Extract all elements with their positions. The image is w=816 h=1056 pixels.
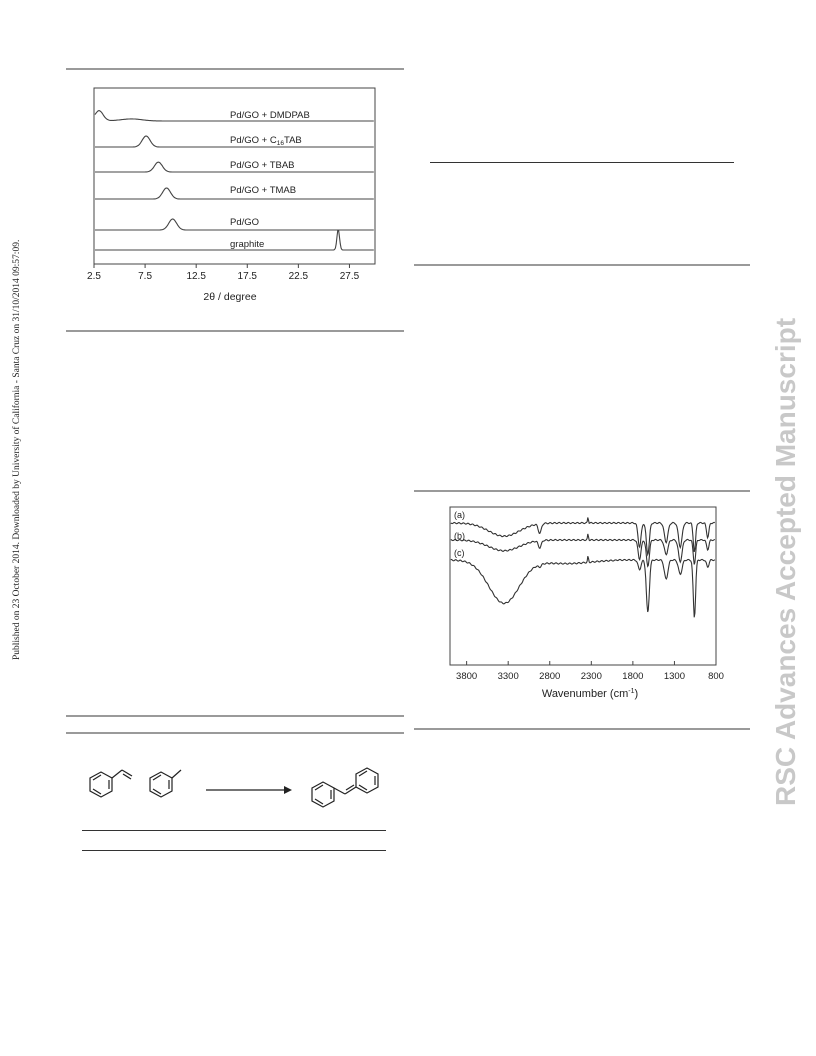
xrd-series-line <box>94 110 374 122</box>
xrd-series-line <box>95 187 374 200</box>
xrd-label-c16-sub: 16 <box>277 140 285 147</box>
ftir-series-line <box>450 533 716 568</box>
xrd-label-c16-tail: TAB <box>284 135 302 146</box>
xrd-label-tbab: Pd/GO + TBAB <box>230 160 295 171</box>
rule-left-lower-1 <box>66 715 404 717</box>
ftir-x-tick-label: 1800 <box>622 671 643 682</box>
xrd-ticks-group: 2.5 7.5 12.5 17.5 22.5 27.5 <box>87 264 360 282</box>
xrd-x-axis-label: 2θ / degree <box>203 291 256 303</box>
ftir-series-group <box>450 517 716 618</box>
ftir-x-tick-label: 3800 <box>456 671 477 682</box>
side-note-text: Published on 23 October 2014. Downloaded… <box>12 239 22 660</box>
xrd-series-line <box>95 161 374 173</box>
ftir-chart: 3800 3300 2800 2300 1800 1300 800 (a) (b) (c) … <box>449 506 724 700</box>
ftir-ticks-group: 3800 3300 2800 2300 1800 1300 800 <box>456 661 724 682</box>
rule-left-top <box>66 68 404 70</box>
reaction-scheme <box>89 767 379 808</box>
ftir-x-tick-label: 2800 <box>539 671 560 682</box>
xrd-x-tick-label: 17.5 <box>238 271 258 282</box>
xrd-x-tick-label: 27.5 <box>340 271 360 282</box>
ftir-x-tick-label: 3300 <box>498 671 519 682</box>
xrd-series-line <box>95 135 374 148</box>
ftir-x-tick-label: 2300 <box>581 671 602 682</box>
ftir-x-tick-label: 800 <box>708 671 724 682</box>
styrene-structure <box>89 769 133 798</box>
ftir-x-tick-label: 1300 <box>664 671 685 682</box>
xrd-x-tick-label: 7.5 <box>138 271 152 282</box>
rule-right-3 <box>414 728 750 730</box>
xrd-series-group <box>94 110 374 251</box>
ftir-x-axis-label: Wavenumber (cm-1) <box>542 688 638 700</box>
xrd-label-pdgo: Pd/GO <box>230 217 259 228</box>
ftir-xlabel-main: Wavenumber (cm <box>542 688 628 700</box>
xrd-series-line <box>95 229 374 251</box>
rule-right-table <box>430 162 734 163</box>
ftir-xlabel-sup: -1 <box>628 688 634 695</box>
rule-left-mid <box>66 330 404 332</box>
xrd-series-line <box>95 218 374 231</box>
accepted-manuscript-watermark: RSC Advances Accepted Manuscript <box>770 240 810 810</box>
ftir-xlabel-tail: ) <box>634 688 638 700</box>
ftir-label-b: (b) <box>454 531 465 541</box>
xrd-x-tick-label: 2.5 <box>87 271 101 282</box>
xrd-label-c16tab: Pd/GO + C16TAB <box>230 135 302 147</box>
xrd-plot-frame <box>93 87 376 265</box>
xrd-x-tick-label: 22.5 <box>289 271 309 282</box>
ftir-label-a: (a) <box>454 510 465 520</box>
toluene-structure <box>149 769 182 798</box>
rule-left-lower-2 <box>66 732 404 734</box>
ftir-series-line <box>450 517 716 557</box>
xrd-x-tick-label: 12.5 <box>186 271 206 282</box>
xrd-label-dmdpab: Pd/GO + DMDPAB <box>230 110 310 121</box>
xrd-chart: 2.5 7.5 12.5 17.5 22.5 27.5 Pd/GO + DMDPAB Pd… <box>87 87 376 303</box>
rule-scheme-bottom <box>82 850 386 851</box>
rule-scheme-top <box>82 830 386 831</box>
ftir-plot-frame <box>449 506 717 666</box>
reaction-arrow <box>206 786 292 794</box>
xrd-label-c16-main: Pd/GO + C <box>230 135 277 146</box>
stilbene-structure <box>311 767 379 808</box>
xrd-label-tmab: Pd/GO + TMAB <box>230 185 296 196</box>
rule-right-1 <box>414 264 750 266</box>
rule-right-2 <box>414 490 750 492</box>
ftir-series-line <box>450 556 716 618</box>
xrd-label-graphite: graphite <box>230 239 264 250</box>
publication-side-note: Published on 23 October 2014. Downloaded… <box>2 190 22 670</box>
watermark-text: RSC Advances Accepted Manuscript <box>770 317 801 806</box>
ftir-label-c: (c) <box>454 548 465 558</box>
